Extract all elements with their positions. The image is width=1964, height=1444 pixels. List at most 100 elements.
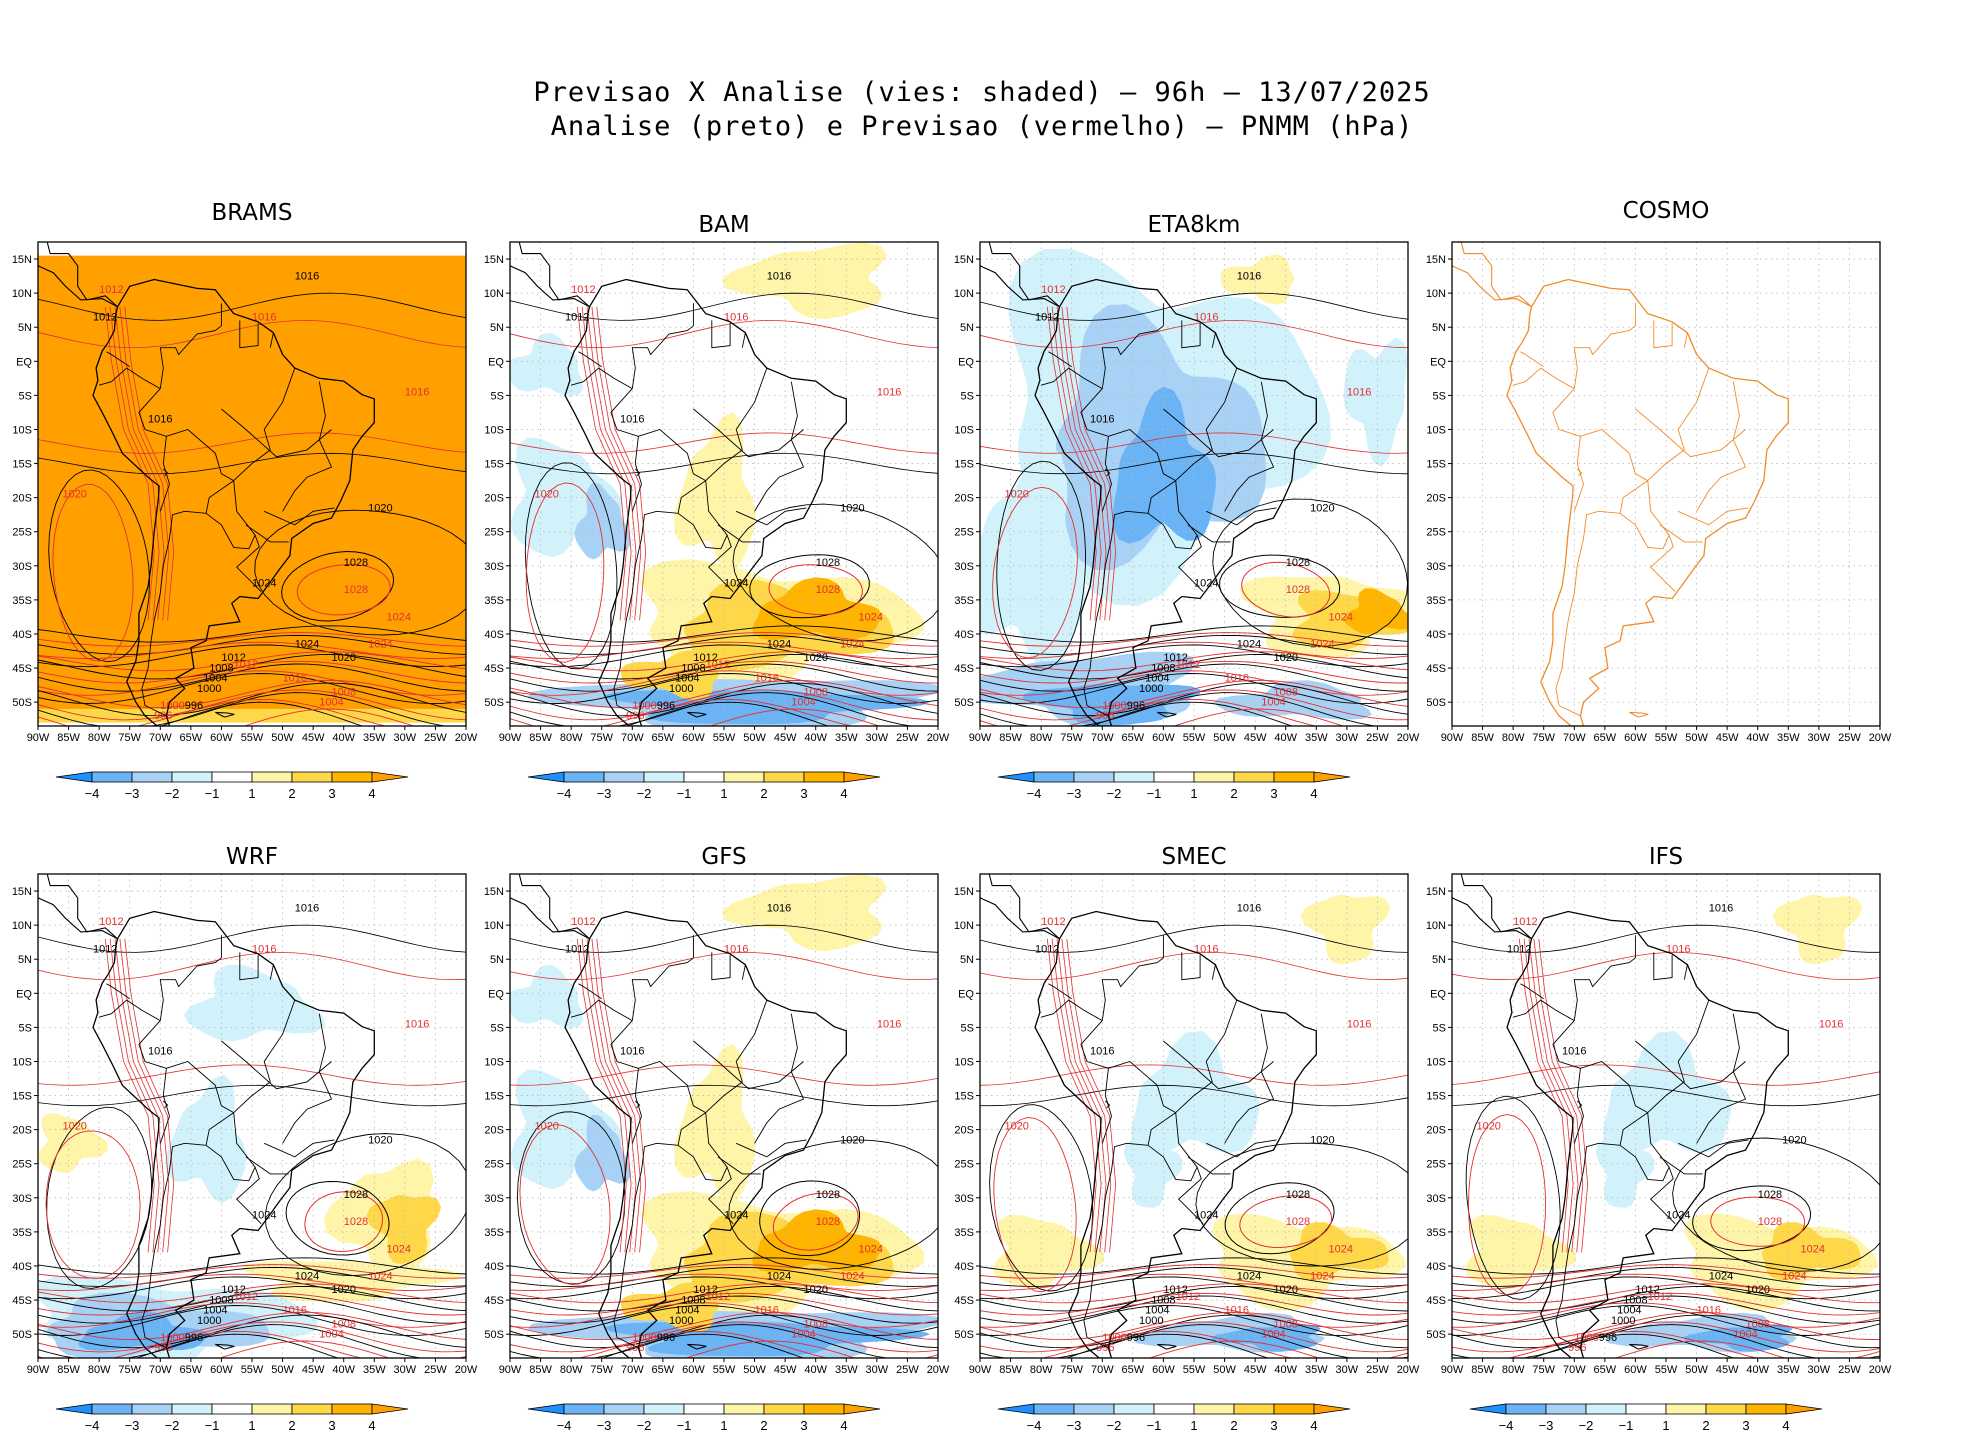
analysis-isobar-label: 1016 — [295, 270, 319, 282]
lat-tick-label: 35S — [954, 595, 974, 607]
lon-tick-label: 70W — [1091, 1364, 1114, 1376]
country-border — [269, 332, 274, 348]
lat-tick-label: 15N — [1426, 886, 1446, 898]
country-border — [1653, 952, 1673, 981]
lat-tick-label: 30S — [12, 1193, 32, 1205]
lon-tick-label: 40W — [1746, 732, 1769, 744]
analysis-isobar-label: 1024 — [724, 577, 748, 589]
lat-tick-label: 45S — [12, 663, 32, 675]
analysis-isobar-label: 1008 — [1623, 1294, 1647, 1306]
country-border — [1678, 1139, 1749, 1158]
forecast-isobar-label: 1016 — [1225, 1305, 1249, 1317]
analysis-isobar-label: 1004 — [675, 1305, 699, 1317]
lat-tick-label: 15N — [484, 886, 504, 898]
forecast-isobar-label: 996 — [1568, 1342, 1586, 1354]
colorbar-label: −1 — [1147, 786, 1162, 801]
analysis-isobar-label: 1020 — [331, 652, 355, 664]
lon-tick-label: 60W — [210, 1364, 233, 1376]
lat-tick-label: 10N — [484, 920, 504, 932]
lon-tick-label: 45W — [774, 1364, 797, 1376]
lon-tick-label: 30W — [1808, 1364, 1831, 1376]
lon-tick-label: 80W — [1030, 732, 1053, 744]
country-border — [233, 367, 296, 481]
analysis-isobar-label: 1028 — [816, 1189, 840, 1201]
lat-tick-label: 5N — [18, 322, 32, 334]
country-border — [741, 332, 746, 348]
forecast-isobar-label: 1028 — [344, 1216, 368, 1228]
forecast-isobar-label: 1024 — [368, 639, 392, 651]
country-border — [1224, 381, 1275, 512]
lat-tick-label: 35S — [12, 1227, 32, 1239]
forecast-isobar-label: 1024 — [1329, 611, 1353, 623]
lat-tick-label: 20S — [954, 493, 974, 505]
lon-tick-label: 50W — [271, 732, 294, 744]
coastline — [564, 910, 847, 1358]
lon-tick-label: 85W — [1471, 732, 1494, 744]
lat-tick-label: 40S — [954, 629, 974, 641]
forecast-isobar-label: 1020 — [62, 489, 86, 501]
analysis-isobar-label: 1012 — [565, 943, 589, 955]
lon-tick-label: 45W — [302, 732, 325, 744]
lon-tick-label: 60W — [1152, 732, 1175, 744]
analysis-isobar-label: 1012 — [93, 311, 117, 323]
lon-tick-label: 80W — [560, 1364, 583, 1376]
bias-shade — [674, 1043, 756, 1205]
lat-tick-label: 50S — [484, 697, 504, 709]
country-border — [233, 999, 296, 1113]
lon-tick-label: 75W — [118, 1364, 141, 1376]
forecast-isobar-label: 1000 — [1102, 1332, 1126, 1344]
lon-tick-label: 40W — [804, 1364, 827, 1376]
lon-tick-label: 40W — [1746, 1364, 1769, 1376]
country-border — [1647, 999, 1710, 1113]
colorbar-label: 2 — [288, 786, 295, 801]
forecast-isobar-label: 1016 — [1697, 1305, 1721, 1317]
forecast-isobar-label: 1024 — [1782, 1271, 1806, 1283]
lon-tick-label: 50W — [271, 1364, 294, 1376]
lat-tick-label: 40S — [954, 1261, 974, 1273]
analysis-isobar-label: 1012 — [565, 311, 589, 323]
panel-title-gfs: GFS — [701, 844, 747, 870]
lat-tick-label: 5S — [491, 1022, 504, 1034]
bias-shade — [992, 1214, 1105, 1290]
country-border — [677, 1144, 728, 1182]
country-border — [1659, 1156, 1703, 1175]
analysis-isobar-label: 1012 — [221, 1284, 245, 1296]
forecast-isobar-label: 1016 — [1194, 311, 1218, 323]
lat-tick-label: 20S — [12, 1125, 32, 1137]
lon-tick-label: 40W — [332, 732, 355, 744]
forecast-isobar-label: 1016 — [283, 1305, 307, 1317]
colorbar-label: 1 — [1190, 1418, 1197, 1433]
lat-tick-label: 5N — [1432, 322, 1446, 334]
analysis-isobar-label: 1024 — [724, 1209, 748, 1221]
lat-tick-label: 30S — [484, 1193, 504, 1205]
forecast-isobar-label: 1000 — [1574, 1332, 1598, 1344]
lon-tick-label: 80W — [1502, 732, 1525, 744]
country-border — [1683, 332, 1688, 348]
lat-tick-label: 20S — [484, 1125, 504, 1137]
country-border — [1175, 367, 1238, 481]
lat-tick-label: 5N — [490, 954, 504, 966]
lon-tick-label: 75W — [590, 1364, 613, 1376]
lat-tick-label: 50S — [1426, 1329, 1446, 1341]
analysis-isobar-label: 1012 — [693, 652, 717, 664]
lat-tick-label: EQ — [16, 988, 32, 1000]
forecast-isobar-label: 996 — [154, 710, 172, 722]
country-border — [578, 351, 602, 368]
forecast-isobar-label: 1028 — [1286, 1216, 1310, 1228]
lat-tick-label: 10N — [1426, 920, 1446, 932]
lon-tick-label: 65W — [180, 732, 203, 744]
colorbar-label: −2 — [165, 1418, 180, 1433]
forecast-isobar-label: 1020 — [62, 1121, 86, 1133]
analysis-isobar-label: 1000 — [197, 683, 221, 695]
country-border — [1048, 983, 1072, 1000]
bias-shade — [1603, 1031, 1732, 1155]
analysis-isobar-label: 1020 — [840, 502, 864, 514]
analysis-isobar-label: 1020 — [1273, 1284, 1297, 1296]
country-border — [264, 1139, 335, 1158]
analysis-isobar-label: 996 — [185, 700, 203, 712]
forecast-isobar-label: 1016 — [405, 1018, 429, 1030]
colorbar-label: −1 — [677, 786, 692, 801]
country-border — [138, 325, 222, 512]
lon-tick-label: 90W — [499, 732, 522, 744]
colorbar-ifs: −4 −3 −2 −1 1 2 3 4 — [1469, 1403, 1823, 1433]
